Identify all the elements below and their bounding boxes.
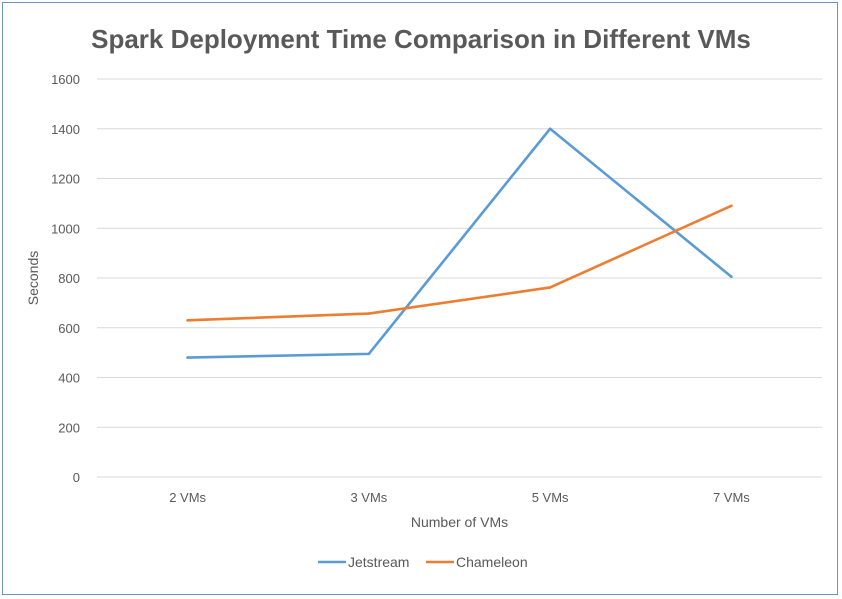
data-point-jetstream xyxy=(730,275,733,279)
series-line-chameleon xyxy=(186,204,733,322)
y-tick-label: 600 xyxy=(58,321,80,336)
x-tick-label: 5 VMs xyxy=(532,490,569,505)
data-point-chameleon xyxy=(186,318,189,322)
data-point-chameleon xyxy=(367,312,371,315)
y-tick-label: 1000 xyxy=(51,221,80,236)
x-tick-label: 2 VMs xyxy=(169,490,206,505)
y-tick-label: 1600 xyxy=(51,72,80,87)
y-axis-title: Seconds xyxy=(25,251,41,305)
series-lines xyxy=(186,127,733,359)
gridlines xyxy=(97,78,822,478)
legend-label-jetstream: Jetstream xyxy=(348,554,409,570)
chart-title: Spark Deployment Time Comparison in Diff… xyxy=(91,24,751,54)
data-point-jetstream xyxy=(548,127,552,131)
y-tick-label: 200 xyxy=(58,420,80,435)
data-point-jetstream xyxy=(186,356,189,359)
series-line-jetstream xyxy=(186,127,733,359)
y-axis-ticks: 0 200 400 600 800 1000 1200 1400 1600 xyxy=(51,72,80,485)
y-tick-label: 400 xyxy=(58,371,80,386)
y-tick-label: 1400 xyxy=(51,122,80,137)
y-tick-label: 800 xyxy=(58,271,80,286)
data-point-chameleon xyxy=(548,286,552,289)
x-tick-label: 3 VMs xyxy=(350,490,387,505)
data-point-chameleon xyxy=(730,204,733,208)
legend-label-chameleon: Chameleon xyxy=(456,554,528,570)
x-tick-label: 7 VMs xyxy=(713,490,750,505)
x-axis-ticks: 2 VMs 3 VMs 5 VMs 7 VMs xyxy=(169,490,750,505)
legend: Jetstream Chameleon xyxy=(318,554,528,570)
y-tick-label: 1200 xyxy=(51,172,80,187)
y-tick-label: 0 xyxy=(73,470,80,485)
data-point-jetstream xyxy=(367,352,371,356)
x-axis-title: Number of VMs xyxy=(411,514,508,530)
